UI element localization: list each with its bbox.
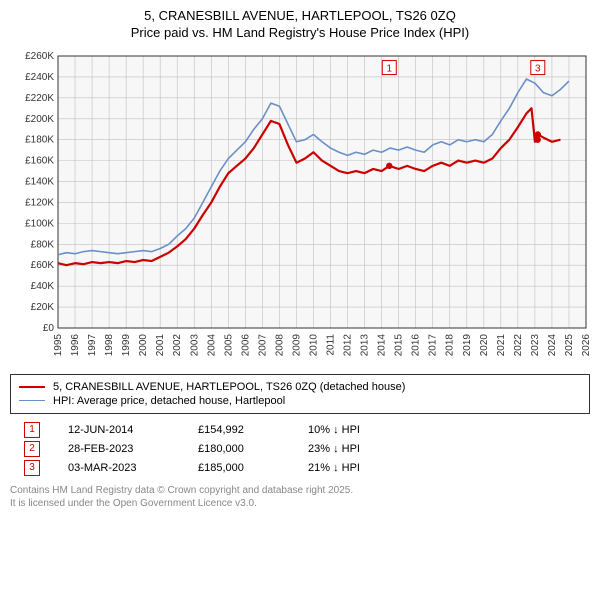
svg-text:2021: 2021	[496, 333, 507, 356]
svg-text:2007: 2007	[257, 333, 268, 356]
svg-text:1997: 1997	[87, 333, 98, 356]
svg-text:£0: £0	[43, 323, 55, 334]
svg-text:2018: 2018	[445, 333, 456, 356]
svg-text:1: 1	[386, 63, 392, 74]
svg-text:2006: 2006	[240, 333, 251, 356]
svg-text:2016: 2016	[411, 333, 422, 356]
svg-text:£160K: £160K	[25, 155, 54, 166]
event-row: 3 03-MAR-2023£185,00021% ↓ HPI	[10, 460, 590, 476]
svg-text:2012: 2012	[343, 333, 354, 356]
footer-note: Contains HM Land Registry data © Crown c…	[10, 484, 590, 510]
svg-text:2001: 2001	[155, 333, 166, 356]
legend-swatch	[19, 386, 45, 388]
svg-text:2003: 2003	[189, 333, 200, 356]
svg-text:2008: 2008	[274, 333, 285, 356]
svg-text:£100K: £100K	[25, 218, 54, 229]
svg-text:£80K: £80K	[31, 239, 55, 250]
svg-text:2000: 2000	[138, 333, 149, 356]
event-date: 03-MAR-2023	[68, 462, 198, 474]
svg-text:2010: 2010	[308, 333, 319, 356]
svg-text:£40K: £40K	[31, 281, 55, 292]
svg-text:2013: 2013	[360, 333, 371, 356]
event-price: £180,000	[198, 443, 308, 455]
event-date: 28-FEB-2023	[68, 443, 198, 455]
svg-text:1995: 1995	[53, 333, 64, 356]
event-diff: 21% ↓ HPI	[308, 462, 408, 474]
event-price: £154,992	[198, 424, 308, 436]
event-price: £185,000	[198, 462, 308, 474]
svg-text:3: 3	[535, 63, 541, 74]
svg-text:2026: 2026	[581, 333, 590, 356]
svg-text:2014: 2014	[377, 333, 388, 356]
svg-text:2022: 2022	[513, 333, 524, 356]
svg-text:£260K: £260K	[25, 51, 54, 62]
event-badge: 1	[24, 422, 40, 438]
title-line-1: 5, CRANESBILL AVENUE, HARTLEPOOL, TS26 0…	[10, 8, 590, 25]
svg-text:2019: 2019	[462, 333, 473, 356]
title-line-2: Price paid vs. HM Land Registry's House …	[10, 25, 590, 42]
svg-text:2009: 2009	[291, 333, 302, 356]
svg-text:2015: 2015	[394, 333, 405, 356]
events-table: 1 12-JUN-2014£154,99210% ↓ HPI 2 28-FEB-202…	[10, 422, 590, 476]
svg-text:2002: 2002	[172, 333, 183, 356]
legend-swatch	[19, 400, 45, 401]
event-badge: 3	[24, 460, 40, 476]
footer-line-1: Contains HM Land Registry data © Crown c…	[10, 484, 590, 497]
svg-text:2025: 2025	[564, 333, 575, 356]
svg-text:2024: 2024	[547, 333, 558, 356]
legend-row: 5, CRANESBILL AVENUE, HARTLEPOOL, TS26 0…	[19, 381, 581, 393]
svg-text:1996: 1996	[70, 333, 81, 356]
legend-label: HPI: Average price, detached house, Hart…	[53, 395, 285, 407]
svg-text:£20K: £20K	[31, 302, 55, 313]
line-chart-svg: £0 £20K £40K £60K £80K £100K £120K £140K £160K £1…	[10, 48, 590, 368]
footer-line-2: It is licensed under the Open Government…	[10, 497, 590, 510]
chart-area: £0 £20K £40K £60K £80K £100K £120K £140K £160K £1…	[10, 48, 590, 368]
event-diff: 23% ↓ HPI	[308, 443, 408, 455]
legend: 5, CRANESBILL AVENUE, HARTLEPOOL, TS26 0…	[10, 374, 590, 414]
legend-label: 5, CRANESBILL AVENUE, HARTLEPOOL, TS26 0…	[53, 381, 405, 393]
event-badge: 2	[24, 441, 40, 457]
svg-text:£200K: £200K	[25, 114, 54, 125]
svg-text:2011: 2011	[326, 333, 337, 355]
svg-text:£240K: £240K	[25, 72, 54, 83]
svg-text:2005: 2005	[223, 333, 234, 356]
event-row: 1 12-JUN-2014£154,99210% ↓ HPI	[10, 422, 590, 438]
chart-container: { "title_line1": "5, CRANESBILL AVENUE, …	[0, 0, 600, 516]
svg-text:£60K: £60K	[31, 260, 55, 271]
svg-text:2020: 2020	[479, 333, 490, 356]
svg-text:£120K: £120K	[25, 197, 54, 208]
svg-text:1998: 1998	[104, 333, 115, 356]
svg-text:1999: 1999	[121, 333, 132, 356]
svg-text:£220K: £220K	[25, 93, 54, 104]
svg-text:£140K: £140K	[25, 176, 54, 187]
event-diff: 10% ↓ HPI	[308, 424, 408, 436]
svg-text:2017: 2017	[428, 333, 439, 356]
svg-text:£180K: £180K	[25, 134, 54, 145]
legend-row: HPI: Average price, detached house, Hart…	[19, 395, 581, 407]
svg-text:2004: 2004	[206, 333, 217, 356]
svg-text:2023: 2023	[530, 333, 541, 356]
event-row: 2 28-FEB-2023£180,00023% ↓ HPI	[10, 441, 590, 457]
chart-title: 5, CRANESBILL AVENUE, HARTLEPOOL, TS26 0…	[10, 8, 590, 42]
event-date: 12-JUN-2014	[68, 424, 198, 436]
